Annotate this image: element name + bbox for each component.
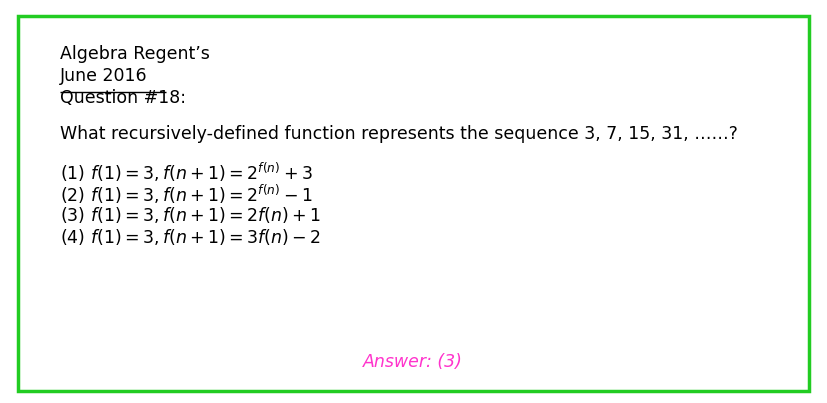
Text: What recursively-defined function represents the sequence 3, 7, 15, 31, ……?: What recursively-defined function repres… xyxy=(60,125,738,143)
Text: (2) $f(1) = 3, f(n+1) = 2^{f(n)} - 1$: (2) $f(1) = 3, f(n+1) = 2^{f(n)} - 1$ xyxy=(60,183,313,206)
Text: Answer: (3): Answer: (3) xyxy=(363,353,463,371)
Text: (4) $f(1) = 3, f(n+1) = 3f(n) - 2$: (4) $f(1) = 3, f(n+1) = 3f(n) - 2$ xyxy=(60,227,321,247)
Text: (1) $f(1) = 3, f(n+1) = 2^{f(n)} + 3$: (1) $f(1) = 3, f(n+1) = 2^{f(n)} + 3$ xyxy=(60,161,313,184)
Text: Question #18:: Question #18: xyxy=(60,89,186,107)
Text: June 2016: June 2016 xyxy=(60,67,148,85)
Text: (3) $f(1) = 3, f(n+1) = 2f(n) + 1$: (3) $f(1) = 3, f(n+1) = 2f(n) + 1$ xyxy=(60,205,321,225)
Text: Algebra Regent’s: Algebra Regent’s xyxy=(60,45,210,63)
